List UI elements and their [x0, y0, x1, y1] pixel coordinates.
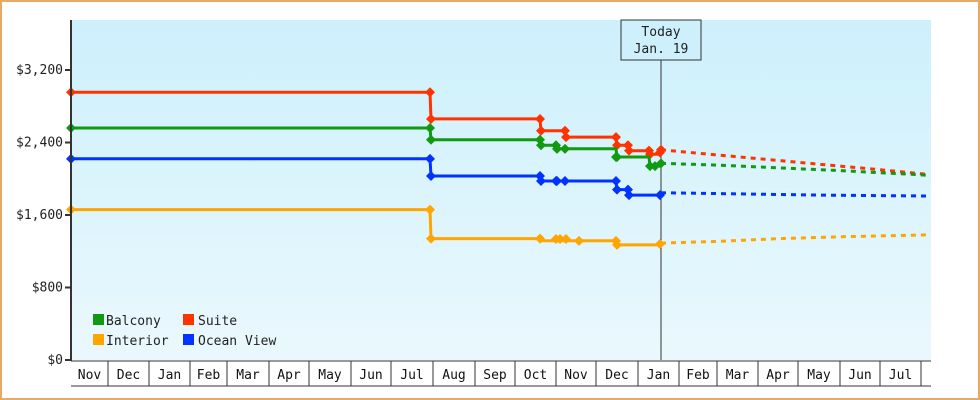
price-point-marker[interactable]	[612, 184, 622, 195]
legend-label-balcony: Balcony	[106, 314, 161, 329]
month-label: Jan	[647, 368, 670, 383]
series-balcony	[66, 123, 927, 177]
price-point-marker[interactable]	[426, 134, 436, 145]
legend-label-ocean-view: Ocean View	[198, 334, 276, 349]
forecast-line	[660, 191, 927, 198]
price-point-marker[interactable]	[536, 176, 546, 187]
price-point-marker[interactable]	[425, 204, 435, 215]
month-label: Jul	[889, 368, 912, 383]
month-label: Mar	[236, 368, 260, 383]
x-axis-months: Nov Dec Jan Feb Mar Apr May Jun Jul Aug Sep Oct Nov D…	[71, 360, 931, 387]
month-label: May	[807, 368, 831, 383]
y-tick-label: $800	[32, 281, 63, 296]
price-point-marker[interactable]	[612, 239, 622, 250]
today-date: Jan. 19	[634, 42, 689, 57]
series-ocean-view	[66, 153, 927, 201]
month-label: Feb	[197, 368, 221, 383]
plot-area	[71, 20, 931, 360]
legend-swatch-balcony	[93, 314, 104, 325]
price-point-marker[interactable]	[561, 132, 571, 143]
price-point-marker[interactable]	[574, 235, 584, 246]
y-tick-label: $3,200	[16, 63, 63, 78]
month-label: Dec	[605, 368, 628, 383]
month-label: Nov	[78, 368, 102, 383]
legend: Balcony Suite Interior Ocean View	[93, 314, 276, 349]
price-point-marker[interactable]	[426, 233, 436, 244]
today-marker: Today Jan. 19	[620, 19, 702, 360]
month-label: Oct	[524, 368, 547, 383]
legend-swatch-suite	[183, 314, 194, 325]
price-point-marker[interactable]	[426, 171, 436, 182]
price-point-marker[interactable]	[624, 190, 634, 201]
price-point-marker[interactable]	[535, 233, 545, 244]
series-suite	[66, 87, 927, 176]
month-label: Apr	[277, 368, 301, 383]
month-label: Sep	[483, 368, 507, 383]
price-point-marker[interactable]	[426, 113, 436, 124]
month-label: Jan	[158, 368, 181, 383]
price-point-marker[interactable]	[552, 143, 562, 154]
price-point-marker[interactable]	[560, 143, 570, 154]
forecast-line	[660, 148, 927, 176]
price-point-marker[interactable]	[561, 234, 571, 245]
month-label: Jun	[359, 368, 382, 383]
month-label: Feb	[686, 368, 710, 383]
today-label-box	[620, 19, 702, 61]
price-point-marker[interactable]	[560, 125, 570, 136]
y-tick-label: $0	[47, 353, 63, 368]
price-point-marker[interactable]	[655, 190, 665, 201]
month-label: Mar	[726, 368, 750, 383]
month-label: Jun	[848, 368, 871, 383]
price-point-marker[interactable]	[656, 144, 666, 155]
y-tick-label: $2,400	[16, 136, 63, 151]
y-tick-label: $1,600	[16, 208, 63, 223]
legend-label-suite: Suite	[198, 314, 237, 329]
legend-label-interior: Interior	[106, 334, 169, 349]
series-layer	[66, 87, 927, 250]
price-point-marker[interactable]	[624, 145, 634, 156]
legend-swatch-interior	[93, 334, 104, 345]
price-point-marker[interactable]	[425, 87, 435, 98]
price-point-marker[interactable]	[555, 234, 565, 245]
month-label: May	[318, 368, 342, 383]
y-axis: $0 $800 $1,600 $2,400 $3,200	[16, 63, 71, 368]
today-label: Today	[641, 25, 680, 40]
month-label: Jul	[400, 368, 423, 383]
price-point-marker[interactable]	[552, 176, 562, 187]
price-point-marker[interactable]	[536, 125, 546, 136]
month-label: Aug	[442, 368, 465, 383]
price-point-marker[interactable]	[535, 113, 545, 124]
price-point-marker[interactable]	[611, 132, 621, 143]
price-point-marker[interactable]	[656, 158, 666, 169]
price-point-marker[interactable]	[655, 239, 665, 249]
legend-swatch-ocean-view	[183, 334, 194, 345]
price-point-marker[interactable]	[536, 140, 546, 151]
price-point-marker[interactable]	[611, 176, 621, 187]
series-interior	[66, 204, 927, 250]
month-label: Nov	[564, 368, 588, 383]
price-point-marker[interactable]	[425, 123, 435, 133]
price-point-marker[interactable]	[560, 176, 570, 187]
month-label: Dec	[117, 368, 140, 383]
price-point-marker[interactable]	[425, 153, 435, 164]
price-point-marker[interactable]	[612, 152, 622, 162]
month-label: Apr	[766, 368, 790, 383]
